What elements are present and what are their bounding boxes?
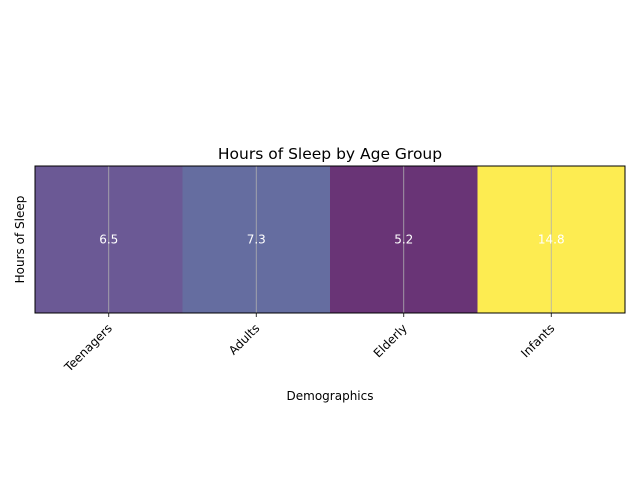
x-tick-label: Teenagers (61, 321, 115, 375)
chart-title: Hours of Sleep by Age Group (218, 145, 442, 163)
y-axis-label: Hours of Sleep (13, 196, 27, 284)
gridlines (108, 166, 552, 313)
x-tick-label: Elderly (371, 321, 410, 360)
x-tick-label: Adults (226, 321, 262, 357)
x-tick-label: Infants (518, 321, 557, 360)
cell-value-label: 5.2 (394, 233, 413, 247)
cell-value-label: 14.8 (538, 233, 565, 247)
x-axis-label: Demographics (287, 389, 374, 403)
cell-value-labels: 6.5 7.3 5.2 14.8 (99, 233, 564, 247)
cell-value-label: 7.3 (247, 233, 266, 247)
plot-frame (34, 165, 626, 314)
cell-value-label: 6.5 (99, 233, 118, 247)
x-axis-ticks: Teenagers Adults Elderly Infants (61, 313, 557, 375)
